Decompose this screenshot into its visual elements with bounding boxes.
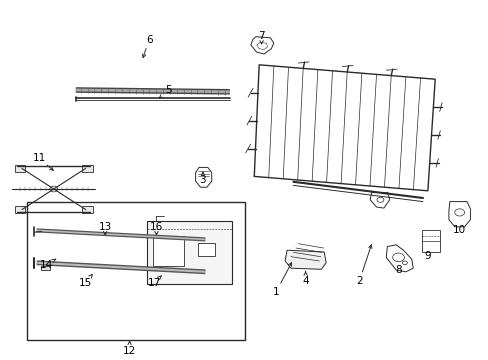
- Bar: [15, 206, 25, 213]
- Text: 13: 13: [98, 222, 112, 232]
- Text: 15: 15: [79, 278, 92, 288]
- Bar: [198, 243, 215, 256]
- Text: 9: 9: [424, 251, 430, 261]
- Text: 12: 12: [122, 346, 136, 356]
- Text: 5: 5: [165, 85, 172, 95]
- Text: 8: 8: [394, 265, 401, 275]
- Text: 16: 16: [149, 222, 163, 232]
- Text: 7: 7: [258, 31, 264, 41]
- Bar: [152, 236, 184, 266]
- Bar: [146, 221, 232, 284]
- Text: 2: 2: [355, 276, 362, 286]
- Bar: [27, 202, 244, 340]
- Bar: [15, 165, 25, 172]
- Text: 3: 3: [199, 175, 206, 185]
- Bar: [41, 266, 50, 270]
- Bar: [82, 206, 93, 213]
- Text: 1: 1: [272, 287, 279, 297]
- Text: 10: 10: [452, 225, 465, 235]
- Text: 11: 11: [32, 153, 46, 163]
- Text: 17: 17: [147, 278, 161, 288]
- Text: 14: 14: [40, 260, 53, 270]
- Text: 4: 4: [302, 276, 308, 286]
- Text: 6: 6: [145, 35, 152, 45]
- Polygon shape: [285, 250, 325, 269]
- Bar: [82, 165, 93, 172]
- Bar: [422, 230, 439, 252]
